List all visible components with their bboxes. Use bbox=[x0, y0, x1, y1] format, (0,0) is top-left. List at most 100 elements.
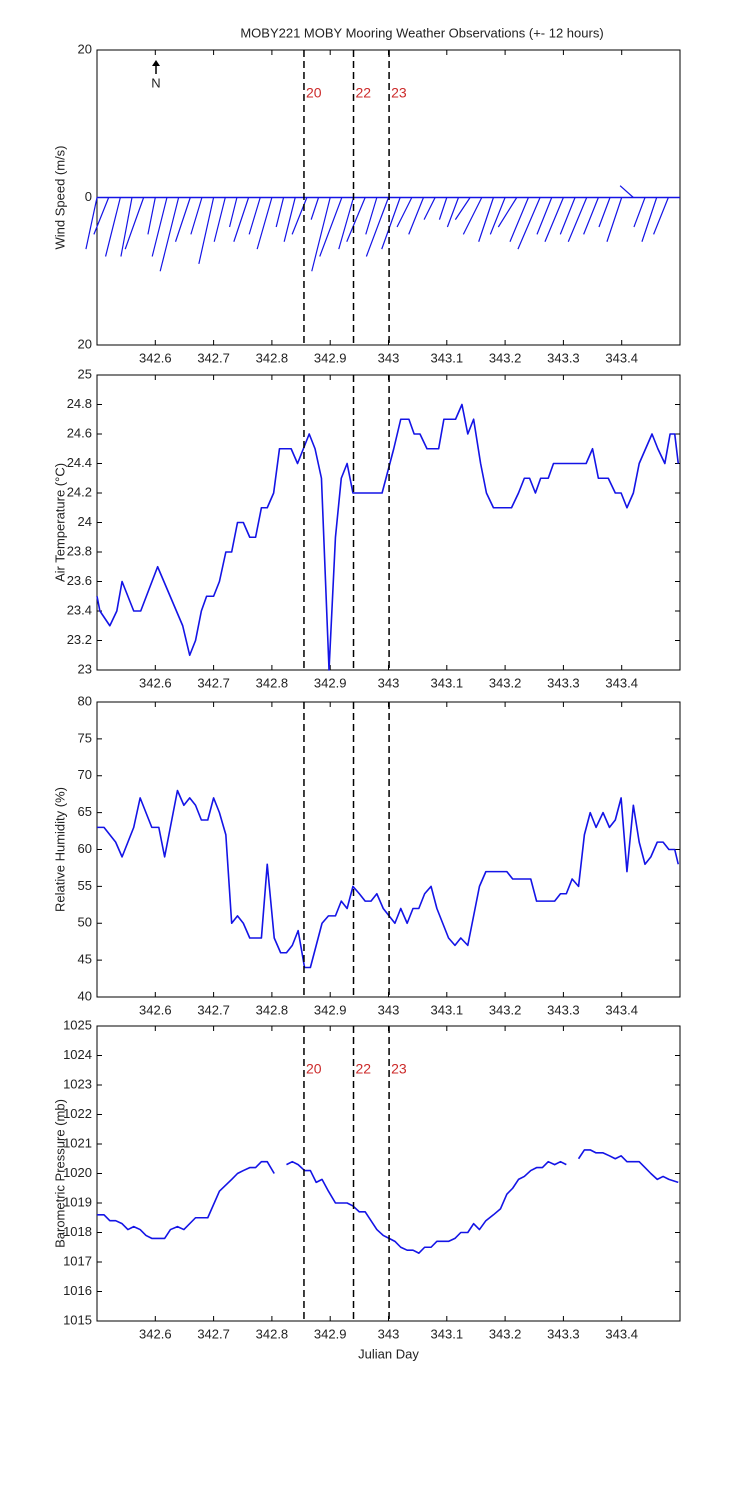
x-tick-label: 342.7 bbox=[197, 350, 230, 365]
wind-stick bbox=[653, 197, 669, 235]
y-tick-label: 1025 bbox=[63, 1017, 92, 1032]
wind-stick bbox=[213, 197, 226, 242]
x-tick-label: 342.7 bbox=[197, 1326, 230, 1341]
x-tick-label: 343.1 bbox=[431, 1326, 464, 1341]
wind-stick bbox=[159, 197, 180, 272]
x-tick-label: 343 bbox=[378, 350, 400, 365]
y-tick-label: 24.4 bbox=[67, 455, 92, 470]
y-axis-label: Barometric Pressure (mb) bbox=[52, 1099, 67, 1248]
x-tick-label: 343.2 bbox=[489, 1326, 522, 1341]
x-tick-label: 342.8 bbox=[256, 1326, 289, 1341]
north-arrow bbox=[152, 60, 160, 74]
x-tick-label: 343.1 bbox=[431, 1002, 464, 1017]
y-tick-label: 80 bbox=[78, 693, 92, 708]
y-tick-label: 24.8 bbox=[67, 396, 92, 411]
x-tick-label: 342.6 bbox=[139, 1326, 172, 1341]
x-tick-label: 343.2 bbox=[489, 350, 522, 365]
y-tick-label: 1016 bbox=[63, 1283, 92, 1298]
wind-stick bbox=[120, 197, 133, 257]
event-label: 23 bbox=[391, 85, 407, 101]
wind-stick bbox=[291, 197, 308, 235]
y-tick-label: 1017 bbox=[63, 1253, 92, 1268]
y-tick-label: 1021 bbox=[63, 1135, 92, 1150]
chart-title: MOBY221 MOBY Mooring Weather Observation… bbox=[240, 25, 603, 40]
wind-stick bbox=[489, 197, 506, 235]
wind-stick bbox=[438, 197, 448, 220]
event-label: 22 bbox=[356, 85, 372, 101]
wind-stick bbox=[509, 197, 529, 242]
wind-stick bbox=[446, 197, 460, 228]
data-line bbox=[96, 403, 680, 671]
data-line bbox=[97, 1149, 679, 1254]
x-tick-label: 343 bbox=[378, 1002, 400, 1017]
x-tick-label: 343.2 bbox=[489, 675, 522, 690]
y-tick-label: 23.2 bbox=[67, 632, 92, 647]
y-tick-label: 65 bbox=[78, 804, 92, 819]
y-tick-label: 60 bbox=[78, 841, 92, 856]
north-arrow-head bbox=[152, 60, 160, 66]
x-tick-label: 342.7 bbox=[197, 675, 230, 690]
y-axis-label: Air Temperature (°C) bbox=[52, 463, 67, 582]
y-tick-label: 24.6 bbox=[67, 425, 92, 440]
wind-stick bbox=[124, 197, 145, 250]
wind-stick bbox=[311, 197, 331, 272]
wind-stick bbox=[365, 197, 390, 257]
wind-stick bbox=[151, 197, 168, 257]
wind-stick bbox=[228, 197, 238, 228]
y-tick-label: 1020 bbox=[63, 1165, 92, 1180]
y-tick-label: 1022 bbox=[63, 1106, 92, 1121]
wind-stick bbox=[198, 197, 215, 265]
x-tick-label: 343.1 bbox=[431, 350, 464, 365]
x-tick-label: 343.4 bbox=[605, 1326, 638, 1341]
wind-stick bbox=[310, 197, 320, 220]
x-tick-label: 343 bbox=[378, 1326, 400, 1341]
wind-stick bbox=[536, 197, 553, 235]
y-tick-label: 45 bbox=[78, 952, 92, 967]
wind-stick bbox=[598, 197, 611, 228]
x-tick-label: 342.9 bbox=[314, 1326, 347, 1341]
y-axis-label: Relative Humidity (%) bbox=[52, 787, 67, 912]
wind-stick bbox=[478, 197, 495, 242]
wind-stick bbox=[619, 185, 634, 198]
wind-stick bbox=[517, 197, 541, 250]
x-axis-label: Julian Day bbox=[358, 1346, 419, 1361]
wind-stick bbox=[275, 197, 285, 228]
event-label: 20 bbox=[306, 85, 322, 101]
data-line bbox=[97, 789, 680, 969]
wind-stick bbox=[497, 197, 518, 228]
x-tick-label: 342.9 bbox=[314, 350, 347, 365]
y-tick-label: 70 bbox=[78, 767, 92, 782]
wind-stick bbox=[454, 197, 471, 220]
wind-stick bbox=[396, 197, 413, 228]
annotation: N bbox=[151, 75, 160, 90]
wind-stick bbox=[174, 197, 191, 242]
wind-stick bbox=[559, 197, 576, 235]
event-label: 23 bbox=[391, 1061, 407, 1077]
y-tick-label: 23 bbox=[78, 661, 92, 676]
y-axis-label: Wind Speed (m/s) bbox=[52, 145, 67, 249]
x-tick-label: 343.3 bbox=[547, 675, 580, 690]
wind-stick bbox=[338, 197, 355, 250]
wind-stick bbox=[256, 197, 273, 250]
wind-stick bbox=[544, 197, 564, 242]
y-tick-label: 24 bbox=[78, 514, 92, 529]
wind-stick bbox=[346, 197, 366, 242]
wind-stick bbox=[423, 197, 436, 220]
wind-stick bbox=[381, 197, 401, 250]
y-tick-label: 20 bbox=[78, 41, 92, 56]
x-tick-label: 342.6 bbox=[139, 1002, 172, 1017]
y-tick-label: 55 bbox=[78, 878, 92, 893]
y-tick-label: 1018 bbox=[63, 1224, 92, 1239]
y-tick-label: 50 bbox=[78, 915, 92, 930]
y-tick-label: 24.2 bbox=[67, 484, 92, 499]
wind-stick bbox=[147, 197, 156, 235]
x-tick-label: 342.6 bbox=[139, 675, 172, 690]
wind-stick bbox=[641, 197, 658, 242]
x-tick-label: 343.4 bbox=[605, 1002, 638, 1017]
y-tick-label: 23.4 bbox=[67, 602, 92, 617]
x-tick-label: 343.3 bbox=[547, 1326, 580, 1341]
y-tick-label: 23.8 bbox=[67, 543, 92, 558]
y-tick-label: 1024 bbox=[63, 1047, 92, 1062]
